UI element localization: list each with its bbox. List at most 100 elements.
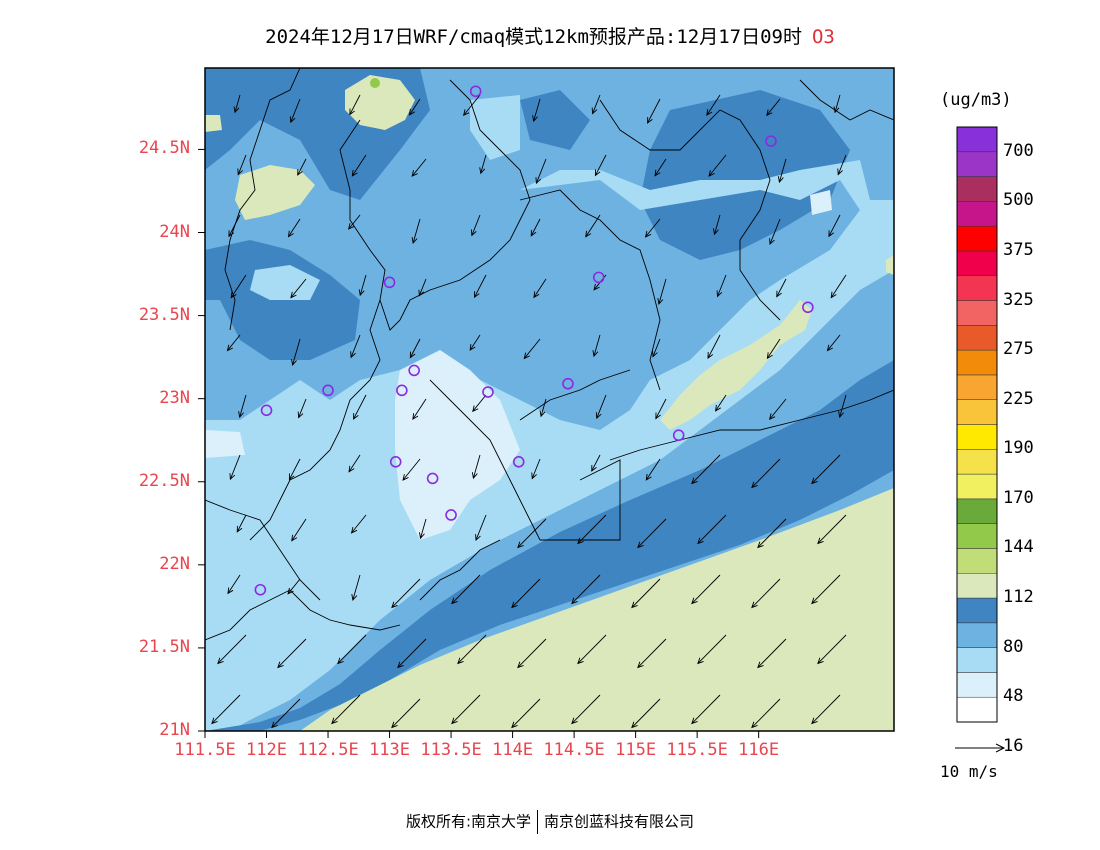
lat-label: 22.5N (138, 470, 190, 491)
legend-label: 80 (1003, 636, 1024, 657)
wind-arrow (769, 218, 781, 246)
station-marker (383, 276, 396, 289)
legend-swatch (956, 573, 998, 599)
wind-arrow (751, 698, 781, 729)
field-light-spot-w (250, 265, 320, 300)
wind-arrow (830, 274, 847, 299)
station-marker (426, 472, 439, 485)
legend-swatch (956, 523, 998, 549)
wind-arrow (297, 158, 307, 176)
boundary-prd (429, 379, 541, 541)
wind-arrow (331, 694, 361, 725)
field-green-corner (205, 115, 222, 132)
field-green-patch-nw (235, 165, 315, 220)
field-dark-band-ne (640, 90, 850, 260)
chart-title: 2024年12月17日WRF/cmaq模式12km预报产品:12月17日09时 O… (0, 22, 1100, 49)
wind-arrow (419, 518, 427, 540)
legend-swatch (956, 275, 998, 301)
boundary-northeast (799, 79, 894, 121)
legend-swatch (956, 151, 998, 177)
legend-swatch (956, 597, 998, 624)
station-marker (254, 583, 267, 596)
wind-arrow (230, 274, 247, 299)
legend-swatch (956, 672, 998, 698)
wind-reference-arrow (955, 743, 1006, 753)
wind-arrow (473, 274, 487, 299)
wind-arrow (535, 158, 547, 185)
legend-label: 144 (1003, 537, 1034, 558)
station-marker (469, 85, 482, 98)
wind-arrow (511, 578, 541, 609)
wind-arrow (817, 514, 847, 545)
wind-arrow (811, 694, 841, 725)
wind-arrow (817, 634, 847, 665)
wind-arrow (713, 214, 721, 236)
station-marker (396, 384, 408, 397)
wind-arrow (226, 334, 241, 352)
station-marker (592, 271, 605, 284)
legend-label: 190 (1003, 438, 1034, 459)
legend-swatch (956, 647, 998, 673)
legend-label: 16 (1003, 735, 1024, 756)
field-light-patch-n (470, 95, 520, 160)
wind-arrow (837, 154, 847, 176)
wind-arrow (517, 638, 547, 669)
lon-label: 115E (615, 740, 657, 760)
wind-arrow (348, 214, 361, 230)
wind-arrow (766, 338, 781, 360)
legend-swatch (956, 622, 998, 648)
wind-arrow (409, 338, 421, 359)
wind-arrow (451, 694, 481, 725)
legend-colorbar (956, 126, 998, 723)
wind-arrow (757, 518, 787, 549)
pollutant-label: O3 (811, 26, 835, 48)
field-dark-band-coastal (205, 360, 894, 731)
station-marker (765, 135, 777, 147)
legend-swatch (956, 300, 998, 326)
wind-arrow (350, 334, 361, 359)
wind-arrow (397, 638, 427, 669)
wind-arrow (539, 398, 547, 418)
field-green-sea (300, 488, 894, 731)
station-marker (802, 301, 814, 314)
wind-arrow (469, 334, 481, 351)
wind-arrow (751, 578, 781, 609)
wind-arrow (451, 574, 481, 605)
legend-swatch (956, 349, 998, 376)
wind-arrow (766, 98, 781, 117)
wind-arrow (409, 98, 421, 116)
wind-arrow (475, 514, 487, 542)
legend-swatch (956, 126, 998, 153)
field-very-light-spot-ne (810, 190, 832, 215)
wind-arrow (391, 698, 421, 729)
station-marker (389, 456, 402, 468)
wind-vectors (211, 94, 847, 729)
wind-arrow (751, 458, 781, 489)
legend-unit: (ug/m3) (940, 90, 1012, 110)
wind-arrow (811, 574, 841, 605)
field-green-dot (370, 78, 380, 88)
legend-label: 500 (1003, 190, 1034, 211)
boundary-east-county (599, 99, 781, 321)
wind-arrow (592, 334, 601, 358)
wind-arrow (351, 574, 361, 601)
wind-arrow (571, 694, 601, 725)
lat-label: 23.5N (138, 304, 190, 325)
wind-arrow (777, 158, 787, 184)
lat-label: 22N (159, 553, 190, 574)
wind-arrow (631, 698, 661, 729)
wind-arrow (706, 94, 721, 116)
wind-reference-label: 10 m/s (940, 762, 998, 781)
legend-label: 700 (1003, 140, 1034, 161)
wind-arrow (531, 458, 541, 480)
field-green-patch-n (345, 75, 415, 130)
wind-arrow (228, 214, 241, 238)
legend-swatch (956, 250, 998, 276)
wind-arrow (463, 94, 481, 117)
wind-arrow (838, 394, 847, 419)
field-medium-strip-coastal (260, 480, 894, 731)
wind-arrow (644, 218, 661, 238)
legend-swatch (956, 325, 998, 351)
lon-label: 114.5E (543, 740, 605, 760)
wind-arrow (353, 394, 367, 420)
